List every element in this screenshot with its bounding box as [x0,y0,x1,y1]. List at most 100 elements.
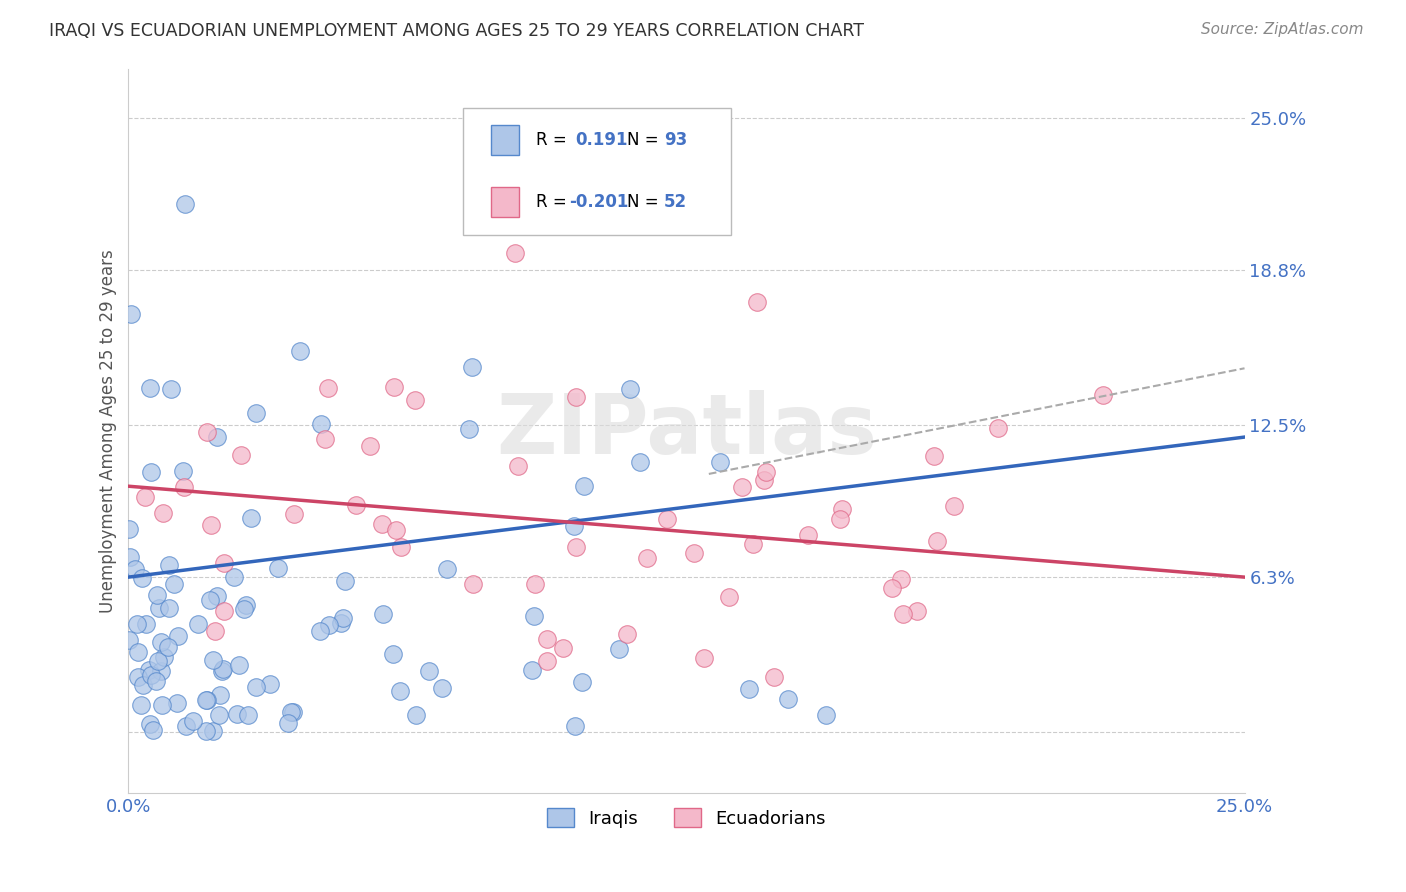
Point [385,523,408,537]
Point [371,607,394,622]
Point [359,439,381,453]
Point [212,557,235,571]
Point [1091,388,1114,402]
FancyBboxPatch shape [491,186,519,217]
Point [152,506,174,520]
Point [159,382,181,396]
Point [187,617,209,632]
Text: ZIPatlas: ZIPatlas [496,391,877,472]
Point [149,664,172,678]
Point [157,601,180,615]
Point [890,572,912,586]
Point [224,570,246,584]
Point [382,380,405,394]
Point [503,245,526,260]
Point [245,680,267,694]
Point [389,540,412,554]
Point [815,707,838,722]
Point [139,465,162,479]
Point [329,615,352,630]
Point [389,683,412,698]
Y-axis label: Unemployment Among Ages 25 to 29 years: Unemployment Among Ages 25 to 29 years [100,249,117,613]
Text: R =: R = [536,193,572,211]
Point [172,464,194,478]
Point [288,344,311,359]
Point [132,678,155,692]
Text: Source: ZipAtlas.com: Source: ZipAtlas.com [1201,22,1364,37]
Point [135,616,157,631]
Point [259,677,281,691]
Point [616,627,638,641]
Point [522,608,544,623]
Point [316,381,339,395]
Point [536,654,558,668]
Point [922,449,945,463]
Point [564,390,586,404]
Point [212,661,235,675]
Point [204,624,226,639]
Point [314,432,336,446]
Point [571,674,593,689]
Point [131,698,153,712]
Point [127,645,149,659]
Point [174,718,197,732]
Point [211,664,233,678]
Point [565,541,588,555]
Point [607,642,630,657]
Text: 93: 93 [664,131,688,149]
Point [333,574,356,588]
Point [173,196,195,211]
Point [231,448,253,462]
Point [226,707,249,722]
Point [145,674,167,689]
Point [404,393,426,408]
Point [636,551,658,566]
Point [308,624,330,638]
Point [200,517,222,532]
Point [201,723,224,738]
Point [344,498,367,512]
Point [195,693,218,707]
Point [120,549,142,564]
Point [181,714,204,728]
Point [125,616,148,631]
Point [146,588,169,602]
Point [418,664,440,678]
Point [138,663,160,677]
Point [370,516,392,531]
Point [731,480,754,494]
Point [162,576,184,591]
Text: IRAQI VS ECUADORIAN UNEMPLOYMENT AMONG AGES 25 TO 29 YEARS CORRELATION CHART: IRAQI VS ECUADORIAN UNEMPLOYMENT AMONG A… [49,22,865,40]
Point [381,647,404,661]
Point [153,650,176,665]
FancyBboxPatch shape [464,109,731,235]
Point [228,658,250,673]
Point [139,381,162,395]
Point [619,383,641,397]
Point [628,455,651,469]
Point [657,512,679,526]
Point [232,601,254,615]
Text: N =: N = [627,131,659,149]
Point [717,590,740,604]
Point [553,640,575,655]
Point [131,570,153,584]
Point [461,359,484,374]
Point [520,663,543,677]
Text: N =: N = [627,193,659,211]
Point [880,582,903,596]
Point [166,696,188,710]
Point [709,455,731,469]
Point [905,605,928,619]
Point [139,668,162,682]
Point [195,425,218,440]
Point [737,682,759,697]
Point [208,708,231,723]
Text: 52: 52 [664,193,688,211]
Point [142,723,165,738]
Point [235,598,257,612]
Point [117,632,139,647]
Text: -0.201: -0.201 [569,193,628,211]
Point [195,692,218,706]
FancyBboxPatch shape [491,125,519,155]
